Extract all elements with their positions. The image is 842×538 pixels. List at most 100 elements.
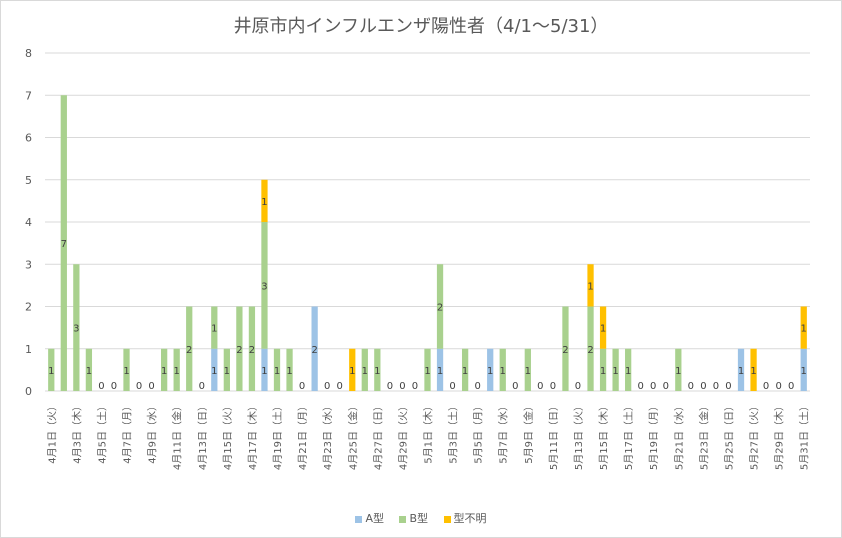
bar-segment: [436, 348, 444, 391]
bar-segment: [562, 306, 569, 391]
data-label: 1: [525, 366, 531, 377]
x-tick-label: 5月19日（月）: [648, 401, 660, 470]
data-label: 1: [424, 366, 430, 377]
bar-segment: [374, 348, 381, 391]
x-tick-label: 4月29日（火）: [397, 401, 409, 470]
x-tick-label: 4月3日（木）: [71, 401, 83, 464]
bar-segment: [499, 348, 506, 391]
data-label: 1: [612, 366, 618, 377]
bar-segment: [675, 348, 682, 391]
data-label: 2: [236, 345, 242, 356]
x-tick-label: 4月19日（土）: [271, 401, 284, 470]
legend-item-b: B型: [399, 510, 428, 526]
data-label: 0: [412, 381, 418, 392]
data-label: 0: [111, 381, 117, 392]
data-label: 1: [286, 366, 292, 377]
bar-segment: [424, 348, 431, 391]
data-label: 0: [688, 381, 694, 392]
data-label: 0: [512, 381, 518, 392]
data-label: 1: [374, 366, 380, 377]
legend-label-b: B型: [409, 512, 429, 525]
bar-segment: [625, 348, 632, 391]
data-label: 2: [311, 345, 317, 356]
data-label: 0: [324, 381, 330, 392]
data-label: 1: [349, 366, 355, 377]
data-label: 0: [98, 381, 104, 392]
bar-segment: [211, 348, 218, 391]
x-tick-label: 5月31日（土）: [798, 401, 811, 470]
data-label: 0: [299, 381, 305, 392]
bar-segment: [261, 179, 268, 222]
bar-segment: [211, 306, 218, 349]
legend-item-unknown: 型不明: [443, 510, 487, 526]
bar-segment: [261, 222, 268, 349]
data-label: 1: [587, 281, 593, 292]
chart-title: 井原市内インフルエンザ陽性者（4/1～5/31）: [233, 16, 609, 37]
x-tick-label: 5月13日（火）: [573, 401, 585, 470]
data-label: 0: [638, 381, 644, 392]
data-label: 0: [474, 381, 480, 392]
bar-segment: [73, 264, 80, 391]
data-label: 0: [136, 381, 142, 392]
data-label: 2: [562, 345, 568, 356]
y-tick-label: 3: [25, 258, 32, 271]
bar-segment: [737, 348, 745, 391]
data-label: 1: [437, 366, 443, 377]
data-label: 1: [211, 324, 217, 335]
y-tick-label: 7: [25, 89, 32, 102]
bar-segment: [487, 348, 494, 391]
data-label: 1: [625, 366, 631, 377]
data-label: 0: [725, 381, 731, 392]
data-label: 0: [650, 381, 656, 392]
data-label: 1: [675, 366, 681, 377]
data-label: 1: [801, 366, 807, 377]
y-tick-label: 2: [25, 301, 32, 314]
bar-segment: [48, 348, 55, 391]
data-label: 7: [61, 239, 67, 250]
data-label: 0: [550, 381, 556, 392]
data-label: 1: [123, 366, 129, 377]
data-label: 1: [362, 366, 368, 377]
x-tick-label: 5月5日（月）: [473, 401, 485, 464]
bar-segment: [436, 264, 444, 349]
x-tick-label: 5月17日（土）: [622, 401, 635, 470]
x-tick-label: 4月17日（木）: [247, 401, 259, 470]
data-label: 1: [86, 366, 92, 377]
legend-swatch-unknown: [443, 515, 451, 523]
data-label: 1: [261, 197, 267, 208]
x-tick-label: 4月5日（土）: [95, 401, 108, 464]
x-tick-label: 5月23日（金）: [697, 401, 710, 470]
data-label: 0: [387, 381, 393, 392]
data-label: 1: [500, 366, 506, 377]
data-label: 3: [73, 324, 79, 335]
y-tick-label: 6: [25, 132, 32, 145]
x-tick-label: 5月11日（日）: [548, 401, 560, 470]
x-tick-label: 5月3日（土）: [447, 401, 460, 464]
bar-segment: [236, 306, 243, 391]
data-label: 0: [663, 381, 669, 392]
data-label: 0: [199, 381, 205, 392]
bar-segment: [273, 348, 281, 391]
y-tick-label: 1: [25, 343, 32, 356]
data-label: 3: [261, 281, 267, 292]
data-label: 1: [224, 366, 230, 377]
y-tick-label: 0: [25, 385, 32, 398]
data-label: 1: [750, 366, 756, 377]
data-label: 0: [775, 381, 781, 392]
data-label: 2: [186, 345, 192, 356]
x-tick-label: 5月7日（水）: [498, 401, 510, 464]
bar-segment: [612, 348, 619, 391]
bar-segment: [349, 348, 356, 391]
bar-segment: [750, 348, 757, 391]
data-label: 0: [537, 381, 543, 392]
data-label: 1: [173, 366, 179, 377]
x-tick-label: 4月27日（日）: [372, 401, 384, 470]
data-label: 2: [587, 345, 593, 356]
data-label: 1: [274, 366, 280, 377]
data-label: 1: [487, 366, 493, 377]
data-label: 1: [261, 366, 267, 377]
bar-segment: [223, 348, 230, 391]
x-tick-label: 5月1日（木）: [423, 401, 435, 464]
